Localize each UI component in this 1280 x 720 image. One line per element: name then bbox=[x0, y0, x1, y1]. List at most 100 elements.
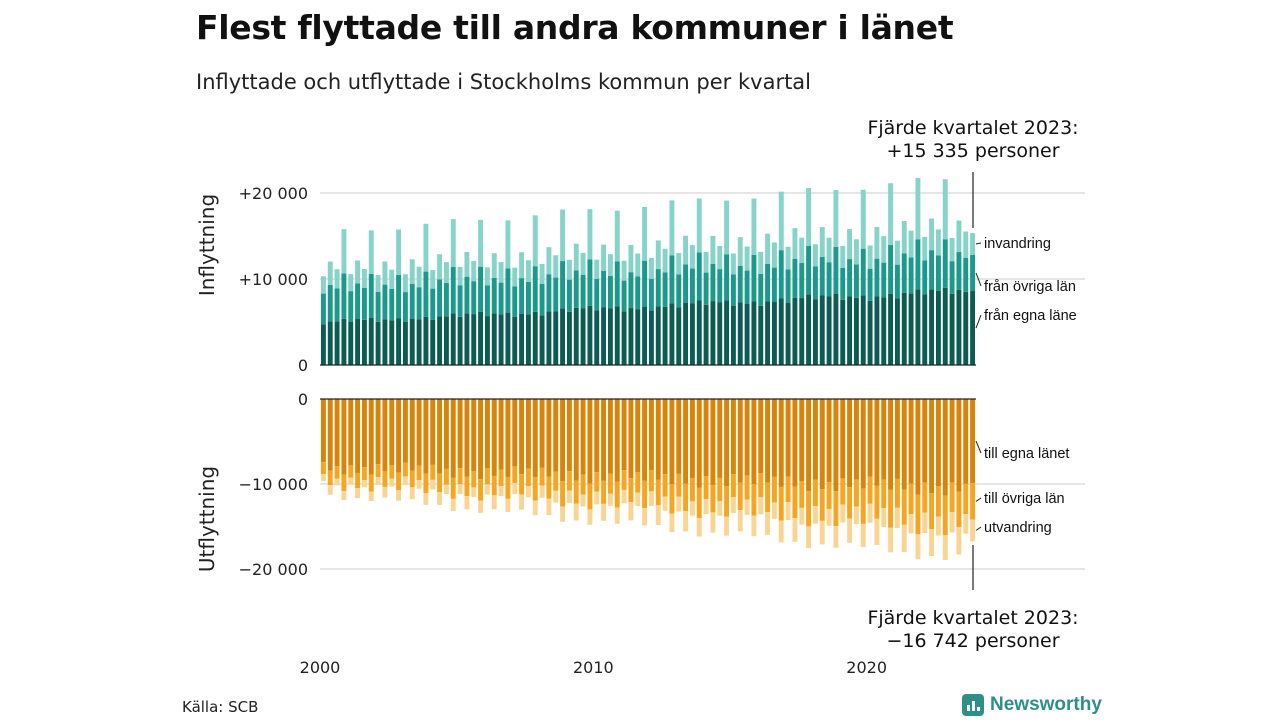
bar-invandring bbox=[662, 248, 668, 273]
bar-till-egna-lanet bbox=[703, 399, 709, 477]
bar-invandring bbox=[785, 246, 791, 270]
bar-till-ovriga-lan bbox=[942, 495, 948, 536]
bar-fran-egna-lanet bbox=[676, 307, 682, 365]
bar-till-ovriga-lan bbox=[443, 468, 449, 485]
bar-fran-egna-lanet bbox=[956, 289, 962, 365]
bar-till-ovriga-lan bbox=[341, 474, 347, 491]
bar-fran-egna-lanet bbox=[683, 302, 689, 365]
bar-fran-ovriga-lan bbox=[935, 255, 941, 291]
bar-invandring bbox=[484, 267, 490, 286]
bar-fran-ovriga-lan bbox=[874, 258, 880, 297]
bar-fran-egna-lanet bbox=[614, 306, 620, 365]
bar-fran-egna-lanet bbox=[724, 300, 730, 365]
bar-fran-egna-lanet bbox=[601, 307, 607, 365]
bar-utvandring bbox=[573, 503, 579, 521]
bar-fran-egna-lanet bbox=[710, 301, 716, 365]
bar-invandring bbox=[949, 238, 955, 262]
annotation-line2: +15 335 personer bbox=[886, 140, 1059, 162]
bar-till-ovriga-lan bbox=[744, 475, 750, 500]
bar-till-egna-lanet bbox=[375, 399, 381, 465]
bar-invandring bbox=[689, 245, 695, 269]
bar-fran-ovriga-lan bbox=[669, 255, 675, 304]
bar-invandring bbox=[881, 236, 887, 263]
bar-utvandring bbox=[881, 508, 887, 528]
bar-fran-egna-lanet bbox=[334, 321, 340, 365]
bar-till-ovriga-lan bbox=[874, 485, 880, 519]
bar-fran-egna-lanet bbox=[642, 306, 648, 365]
bar-utvandring bbox=[614, 507, 620, 524]
bar-utvandring bbox=[471, 487, 477, 497]
bar-invandring bbox=[402, 274, 408, 293]
bar-fran-egna-lanet bbox=[402, 321, 408, 365]
bar-fran-egna-lanet bbox=[792, 297, 798, 365]
bar-utvandring bbox=[751, 515, 757, 537]
bar-invandring bbox=[607, 254, 613, 276]
bar-invandring bbox=[587, 209, 593, 260]
bar-utvandring bbox=[532, 500, 538, 516]
bar-till-ovriga-lan bbox=[970, 483, 976, 520]
bar-till-ovriga-lan bbox=[792, 486, 798, 519]
bar-utvandring bbox=[833, 526, 839, 548]
bar-till-ovriga-lan bbox=[935, 486, 941, 517]
bar-till-ovriga-lan bbox=[642, 480, 648, 509]
bar-utvandring bbox=[553, 490, 559, 503]
bar-till-egna-lanet bbox=[621, 399, 627, 471]
bar-fran-ovriga-lan bbox=[963, 257, 969, 292]
chart-title: Flest flyttade till andra kommuner i län… bbox=[196, 8, 954, 47]
bar-invandring bbox=[471, 260, 477, 282]
bar-utvandring bbox=[587, 509, 593, 525]
bar-utvandring bbox=[402, 476, 408, 486]
bar-invandring bbox=[799, 237, 805, 263]
y-axis-label: Inflyttning bbox=[195, 194, 219, 296]
bar-till-egna-lanet bbox=[532, 399, 538, 478]
bar-fran-ovriga-lan bbox=[894, 264, 900, 299]
bar-fran-egna-lanet bbox=[901, 292, 907, 365]
bar-utvandring bbox=[348, 477, 354, 485]
bar-till-egna-lanet bbox=[655, 399, 661, 480]
bar-fran-ovriga-lan bbox=[826, 262, 832, 297]
bar-fran-egna-lanet bbox=[587, 305, 593, 365]
bar-till-egna-lanet bbox=[409, 399, 415, 471]
bar-till-ovriga-lan bbox=[860, 488, 866, 524]
bar-till-ovriga-lan bbox=[607, 473, 613, 494]
bar-fran-ovriga-lan bbox=[751, 254, 757, 302]
bar-invandring bbox=[375, 275, 381, 292]
label-leader bbox=[975, 242, 982, 245]
bar-till-ovriga-lan bbox=[471, 471, 477, 488]
bar-till-ovriga-lan bbox=[888, 489, 894, 528]
bar-till-egna-lanet bbox=[607, 399, 613, 474]
bar-utvandring bbox=[901, 524, 907, 553]
bar-utvandring bbox=[601, 503, 607, 521]
bar-till-ovriga-lan bbox=[368, 474, 374, 492]
bar-till-egna-lanet bbox=[826, 399, 832, 483]
bar-till-egna-lanet bbox=[560, 399, 566, 482]
bar-fran-egna-lanet bbox=[457, 316, 463, 365]
bar-fran-egna-lanet bbox=[532, 311, 538, 365]
bar-fran-egna-lanet bbox=[525, 314, 531, 365]
bar-fran-egna-lanet bbox=[382, 319, 388, 365]
bar-fran-egna-lanet bbox=[327, 321, 333, 365]
bar-fran-ovriga-lan bbox=[443, 282, 449, 317]
bar-invandring bbox=[751, 198, 757, 255]
bar-fran-egna-lanet bbox=[430, 319, 436, 365]
bar-invandring bbox=[491, 253, 497, 278]
bar-fran-ovriga-lan bbox=[320, 293, 326, 325]
newsworthy-brand[interactable]: Newsworthy bbox=[962, 694, 1102, 716]
series-label: till egna länet bbox=[984, 446, 1069, 462]
bar-fran-egna-lanet bbox=[491, 313, 497, 365]
y-tick-label: 0 bbox=[298, 390, 308, 409]
bar-invandring bbox=[430, 270, 436, 289]
bar-till-egna-lanet bbox=[553, 399, 559, 472]
series-label: från övriga län bbox=[984, 279, 1076, 295]
bar-fran-ovriga-lan bbox=[423, 271, 429, 317]
bar-fran-ovriga-lan bbox=[368, 273, 374, 319]
bar-fran-ovriga-lan bbox=[689, 268, 695, 304]
bar-till-ovriga-lan bbox=[546, 476, 552, 499]
bar-fran-ovriga-lan bbox=[642, 260, 648, 307]
bar-fran-egna-lanet bbox=[751, 301, 757, 365]
bar-till-ovriga-lan bbox=[812, 479, 818, 506]
bar-till-egna-lanet bbox=[949, 399, 955, 483]
bar-till-egna-lanet bbox=[601, 399, 607, 481]
bar-till-egna-lanet bbox=[799, 399, 805, 481]
bar-fran-egna-lanet bbox=[758, 305, 764, 365]
